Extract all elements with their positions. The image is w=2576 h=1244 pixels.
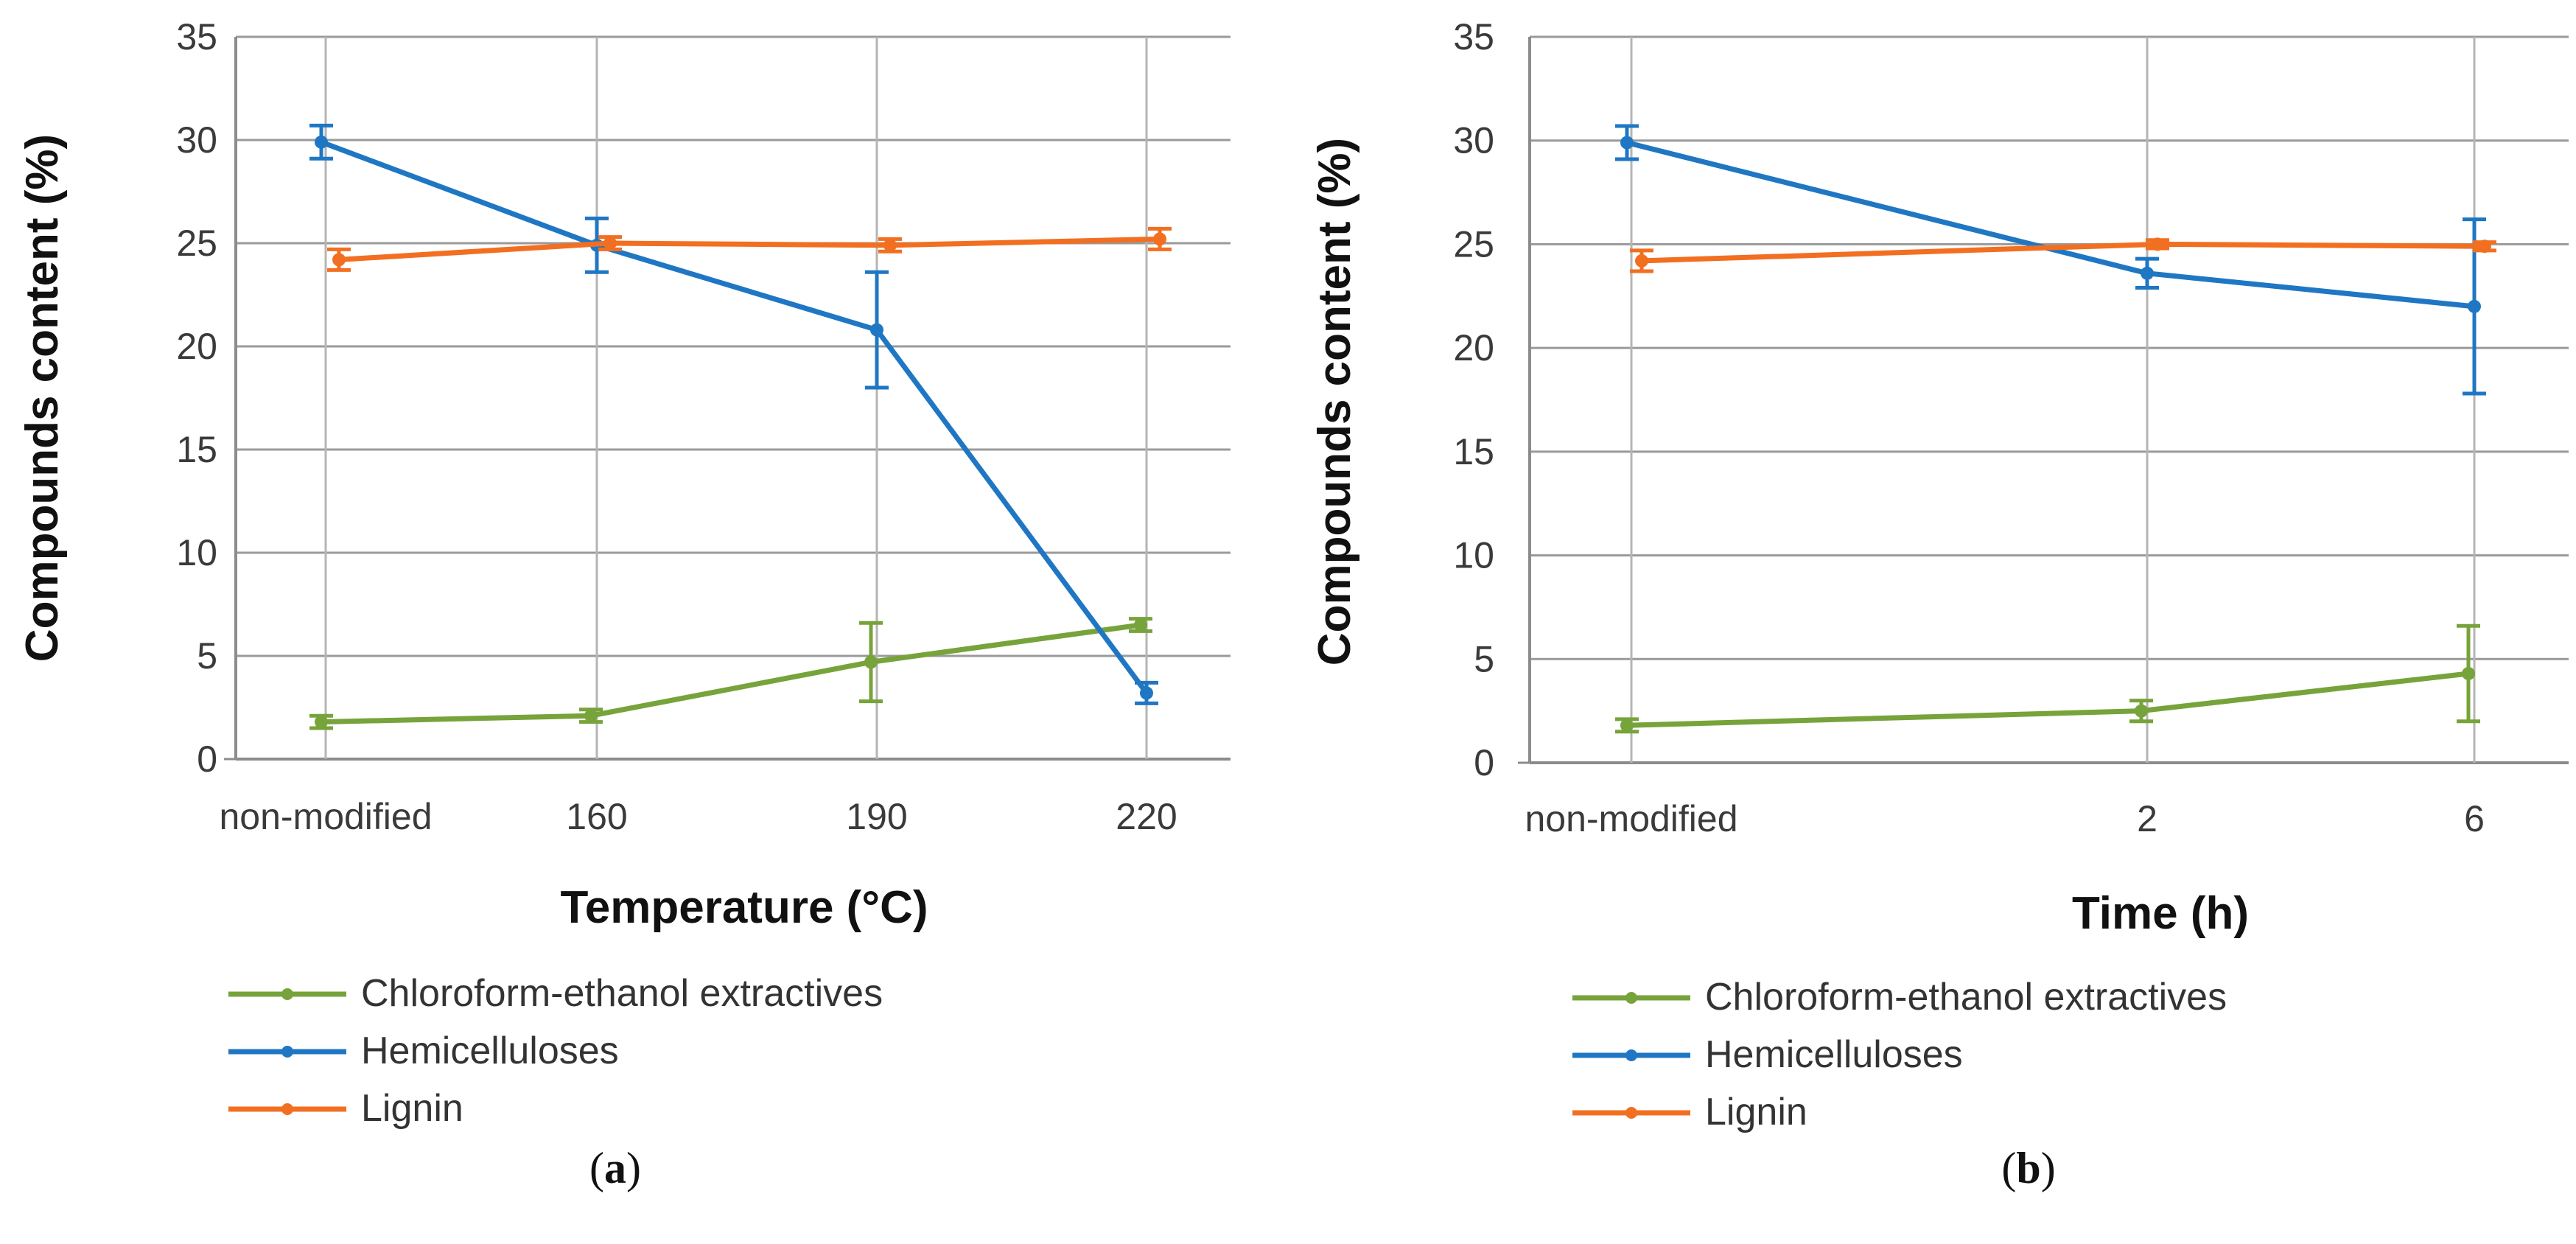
panel-label-letter: b xyxy=(2016,1144,2040,1192)
data-point xyxy=(2141,266,2154,280)
y-tick-label: 30 xyxy=(176,119,217,161)
data-point xyxy=(1635,254,1648,268)
series-line-chloroform-ethanol-extractives xyxy=(1626,671,2469,728)
y-axis-title: Compounds content (%) xyxy=(17,134,68,662)
legend-label: Lignin xyxy=(1705,1091,1807,1133)
legend-marker xyxy=(281,1103,293,1115)
y-tick-label: 25 xyxy=(176,223,217,264)
panel-label-letter: a xyxy=(604,1144,626,1192)
y-tick-label: 0 xyxy=(197,738,217,780)
y-tick-label: 0 xyxy=(1474,742,1494,783)
y-tick-label: 35 xyxy=(176,16,217,57)
legend-marker xyxy=(1625,1107,1637,1119)
y-tick-label: 35 xyxy=(1453,16,1494,57)
y-tick-label: 20 xyxy=(1453,327,1494,368)
legend-label: Lignin xyxy=(361,1087,463,1130)
panel-label: (a) xyxy=(589,1144,641,1192)
data-point xyxy=(1620,136,1634,150)
data-point xyxy=(883,238,897,252)
x-tick-label: 190 xyxy=(846,796,907,837)
y-tick-label: 20 xyxy=(176,326,217,367)
legend-marker xyxy=(281,988,293,1000)
panel-label: (b) xyxy=(2001,1144,2055,1192)
data-point xyxy=(870,323,883,337)
data-point xyxy=(2462,666,2475,680)
x-axis-title: Time (h) xyxy=(2072,888,2249,939)
data-point xyxy=(2151,237,2164,251)
y-tick-label: 15 xyxy=(1453,431,1494,472)
legend-marker xyxy=(281,1046,293,1058)
data-point xyxy=(2478,240,2491,254)
data-point xyxy=(332,253,346,267)
y-tick-label: 10 xyxy=(176,532,217,573)
x-axis-title: Temperature (°C) xyxy=(560,882,928,933)
data-point xyxy=(1140,686,1153,700)
legend-label: Chloroform-ethanol extractives xyxy=(1705,976,2227,1018)
data-point xyxy=(2135,704,2148,718)
y-axis-title: Compounds content (%) xyxy=(1309,138,1360,665)
series-line-chloroform-ethanol-extractives xyxy=(321,622,1141,725)
legend-marker xyxy=(1625,1049,1637,1061)
legend-marker xyxy=(1625,992,1637,1004)
data-point xyxy=(1153,232,1166,246)
data-point xyxy=(2468,299,2481,313)
x-tick-label: 2 xyxy=(2137,798,2157,839)
x-tick-label: 220 xyxy=(1116,796,1177,837)
chart-panel-b: 0 5 10 15 20 25 30 35 non-modified 2 6 Compounds co… xyxy=(1309,16,2569,1192)
x-tick-label: 160 xyxy=(566,796,627,837)
data-point xyxy=(584,709,598,723)
data-point xyxy=(315,715,328,729)
legend-label: Hemicelluloses xyxy=(1705,1033,1963,1076)
panel-label-open: ( xyxy=(589,1144,604,1192)
legend-label: Hemicelluloses xyxy=(361,1030,619,1072)
panel-label-close: ) xyxy=(626,1144,641,1192)
y-tick-label: 15 xyxy=(176,429,217,470)
chart-panel-a: 0 5 10 15 20 25 30 35 non-modified 160 190 220 Compo… xyxy=(17,16,1231,1192)
y-tick-label: 10 xyxy=(1453,535,1494,576)
data-point xyxy=(1620,719,1634,733)
y-tick-label: 5 xyxy=(197,635,217,677)
legend-label: Chloroform-ethanol extractives xyxy=(361,972,883,1015)
series-line-hemicelluloses xyxy=(320,139,1149,695)
x-tick-label: 6 xyxy=(2464,798,2485,839)
panel-label-open: ( xyxy=(2001,1144,2016,1192)
data-point xyxy=(603,237,617,250)
data-point xyxy=(864,655,878,669)
series-line-hemicelluloses xyxy=(1626,140,2475,310)
x-tick-label: non-modified xyxy=(1525,798,1737,839)
y-tick-label: 25 xyxy=(1453,223,1494,265)
x-tick-label: non-modified xyxy=(219,796,432,837)
y-tick-label: 30 xyxy=(1453,120,1494,161)
panel-label-close: ) xyxy=(2041,1144,2056,1192)
series-line-lignin xyxy=(338,236,1161,262)
data-point xyxy=(315,135,328,149)
data-point xyxy=(1134,618,1147,632)
y-tick-label: 5 xyxy=(1474,638,1494,679)
